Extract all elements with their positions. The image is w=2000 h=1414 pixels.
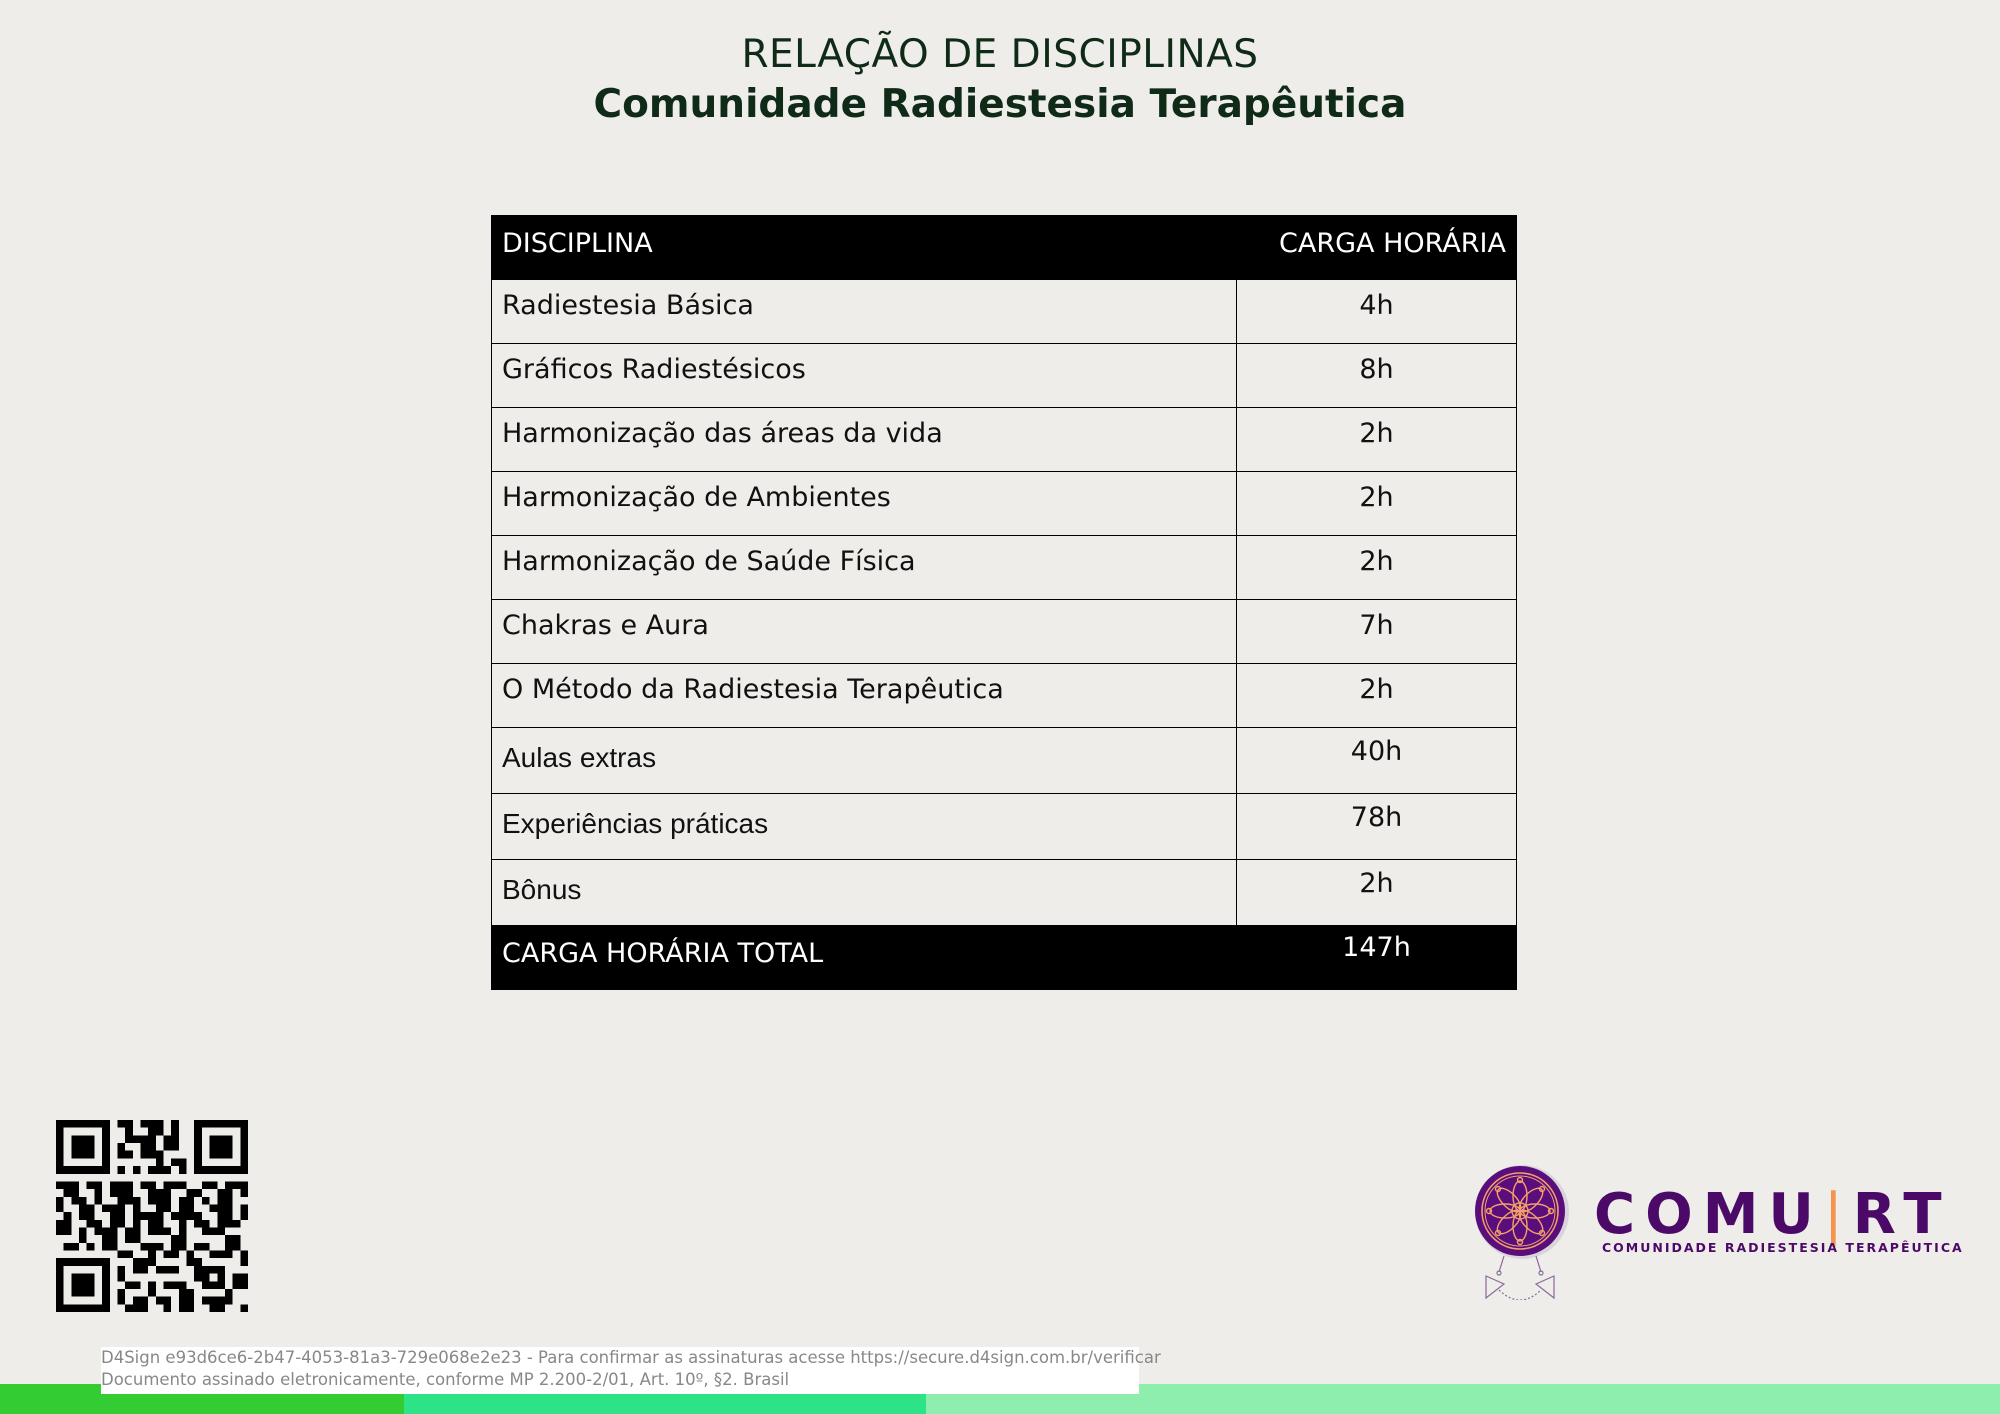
discipline-name: Chakras e Aura	[491, 599, 1237, 664]
disciplines-table-container: DISCIPLINA CARGA HORÁRIA Radiestesia Bás…	[491, 215, 1517, 990]
table-row: Bônus 2h	[491, 859, 1517, 926]
discipline-name: O Método da Radiestesia Terapêutica	[491, 663, 1237, 728]
brand-separator: |	[1823, 1182, 1853, 1247]
discipline-name: Experiências práticas	[491, 793, 1237, 860]
table-row: O Método da Radiestesia Terapêutica 2h	[491, 663, 1517, 728]
table-row: Aulas extras 40h	[491, 727, 1517, 794]
discipline-hours: 40h	[1236, 727, 1517, 794]
page-subtitle: Comunidade Radiestesia Terapêutica	[593, 82, 1407, 127]
discipline-hours: 2h	[1236, 471, 1517, 536]
signature-line-1: D4Sign e93d6ce6-2b47-4053-81a3-729e068e2…	[101, 1348, 1161, 1367]
disciplines-table: DISCIPLINA CARGA HORÁRIA Radiestesia Bás…	[491, 215, 1517, 990]
discipline-name: Aulas extras	[491, 727, 1237, 794]
brand-wordmark: COMU|RT	[1594, 1182, 1952, 1247]
table-row: Radiestesia Básica 4h	[491, 279, 1517, 344]
discipline-name: Gráficos Radiestésicos	[491, 343, 1237, 408]
discipline-hours: 7h	[1236, 599, 1517, 664]
column-header-disciplina: DISCIPLINA	[491, 215, 1237, 280]
table-header-row: DISCIPLINA CARGA HORÁRIA	[491, 215, 1517, 280]
discipline-name: Harmonização das áreas da vida	[491, 407, 1237, 472]
column-header-carga-horaria: CARGA HORÁRIA	[1236, 215, 1517, 280]
table-row: Harmonização das áreas da vida 2h	[491, 407, 1517, 472]
signature-line-2: Documento assinado eletronicamente, conf…	[101, 1370, 790, 1389]
table-row: Gráficos Radiestésicos 8h	[491, 343, 1517, 408]
brand-left: COMU	[1594, 1182, 1824, 1247]
brand-right: RT	[1852, 1182, 1952, 1247]
table-row: Harmonização de Ambientes 2h	[491, 471, 1517, 536]
discipline-hours: 2h	[1236, 535, 1517, 600]
discipline-name: Harmonização de Ambientes	[491, 471, 1237, 536]
discipline-hours: 2h	[1236, 859, 1517, 926]
discipline-hours: 78h	[1236, 793, 1517, 860]
discipline-hours: 2h	[1236, 663, 1517, 728]
discipline-name: Harmonização de Saúde Física	[491, 535, 1237, 600]
total-label: CARGA HORÁRIA TOTAL	[491, 925, 1237, 990]
table-row: Harmonização de Saúde Física 2h	[491, 535, 1517, 600]
qr-code-icon	[56, 1120, 248, 1312]
digital-signature-notice: D4Sign e93d6ce6-2b47-4053-81a3-729e068e2…	[101, 1347, 1161, 1394]
discipline-hours: 4h	[1236, 279, 1517, 344]
document-header: RELAÇÃO DE DISCIPLINAS Comunidade Radies…	[0, 30, 2000, 130]
page-title: RELAÇÃO DE DISCIPLINAS	[741, 32, 1259, 77]
comu-rt-logo: COMU|RT COMUNIDADE RADIESTESIA TERAPÊUTI…	[1474, 1160, 1962, 1301]
discipline-hours: 8h	[1236, 343, 1517, 408]
discipline-name: Radiestesia Básica	[491, 279, 1237, 344]
discipline-name: Bônus	[491, 859, 1237, 926]
mandala-pendulum-icon	[1474, 1160, 1574, 1301]
table-row: Chakras e Aura 7h	[491, 599, 1517, 664]
table-row: Experiências práticas 78h	[491, 793, 1517, 860]
brand-tagline: COMUNIDADE RADIESTESIA TERAPÊUTICA	[1602, 1240, 1964, 1255]
table-total-row: CARGA HORÁRIA TOTAL 147h	[491, 925, 1517, 990]
discipline-hours: 2h	[1236, 407, 1517, 472]
total-hours: 147h	[1236, 925, 1517, 990]
